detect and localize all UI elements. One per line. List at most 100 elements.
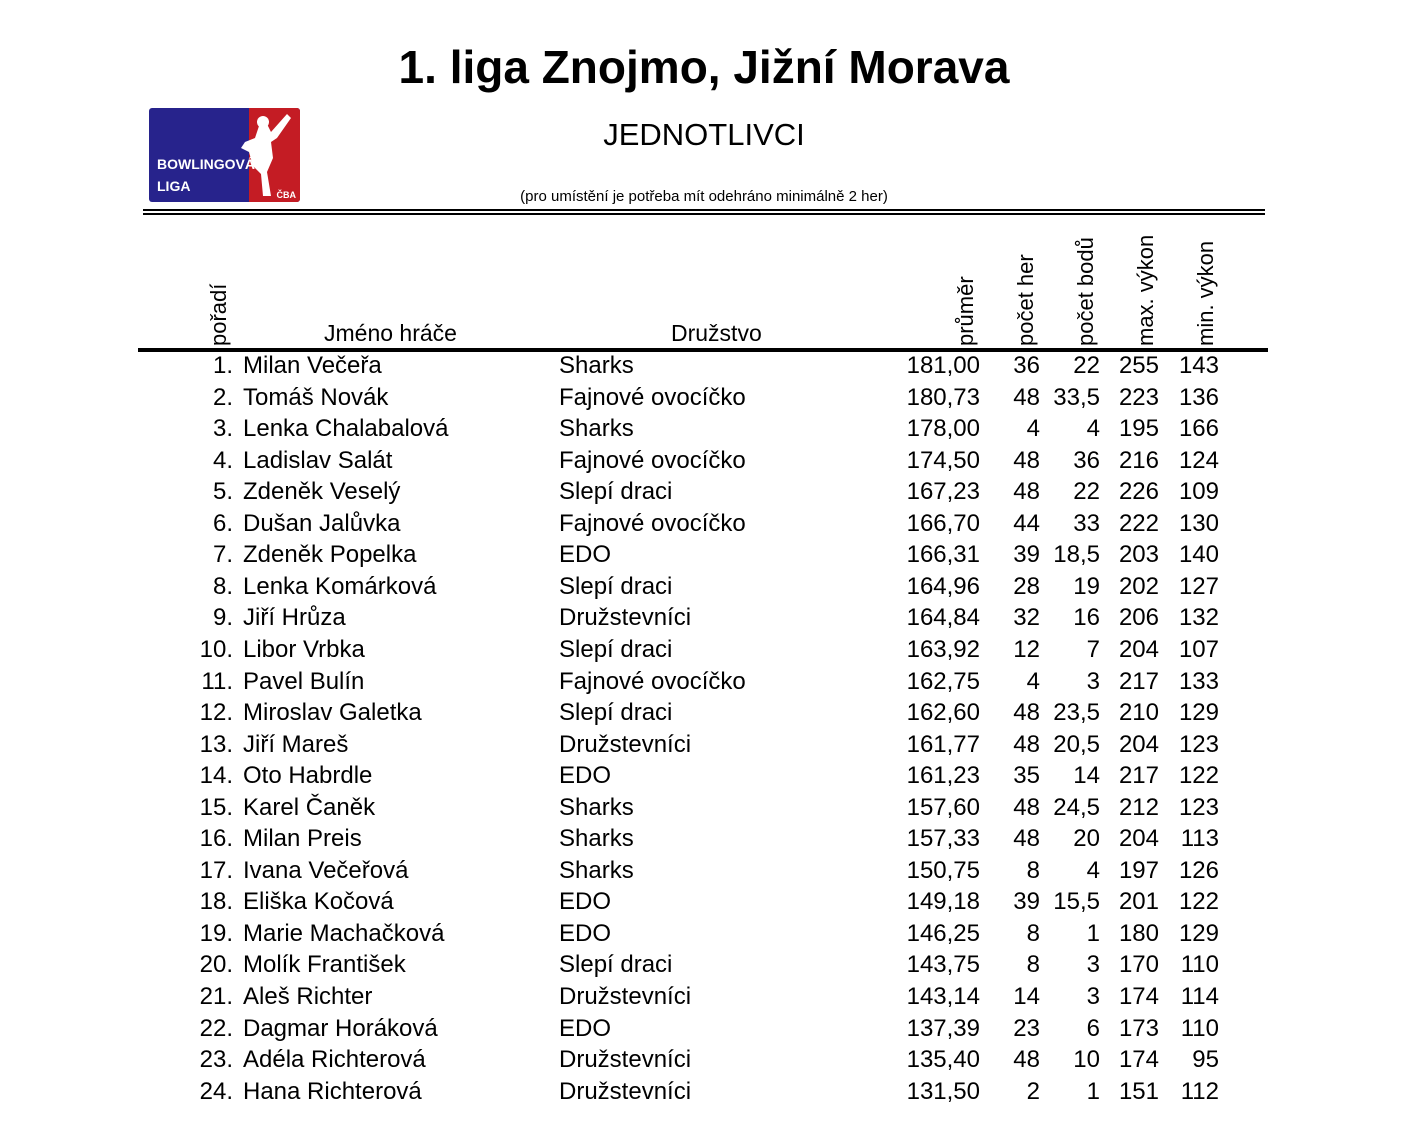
team-cell: Družstevníci [559,604,692,632]
games-cell: 12 [1013,635,1040,663]
rank-cell: 10. [199,635,233,663]
games-cell: 48 [1013,1046,1040,1074]
games-cell: 48 [1013,383,1040,411]
team-cell: Sharks [559,415,634,443]
rank-cell: 1. [212,352,233,379]
games-cell: 23 [1013,1014,1040,1042]
min-score-cell: 107 [1178,635,1219,663]
points-cell: 4 [1086,856,1100,884]
col-header-max: max. výkon [1133,234,1158,346]
games-cell: 44 [1013,509,1040,537]
average-cell: 162,60 [906,699,980,727]
games-cell: 48 [1013,793,1040,821]
rank-cell: 8. [212,572,233,600]
col-header-avg: průměr [953,276,978,346]
average-cell: 157,60 [906,793,980,821]
player-name-cell: Ivana Večeřová [243,856,409,884]
games-cell: 8 [1026,919,1040,947]
col-header-games: počet her [1013,254,1038,346]
player-name-cell: Marie Machačková [243,919,445,947]
average-cell: 166,70 [906,509,980,537]
games-cell: 8 [1026,856,1040,884]
team-cell: Sharks [559,793,634,821]
min-score-cell: 140 [1178,541,1219,569]
points-cell: 20,5 [1053,730,1100,758]
points-cell: 15,5 [1053,888,1100,916]
team-cell: Slepí draci [559,699,673,727]
player-name-cell: Lenka Chalabalová [243,415,449,443]
team-cell: Slepí draci [559,572,673,600]
team-cell: Fajnové ovocíčko [559,383,746,411]
max-score-cell: 212 [1118,793,1159,821]
player-name-cell: Karel Čaněk [243,793,376,821]
rank-cell: 5. [212,478,233,506]
points-cell: 7 [1086,635,1100,663]
player-name-cell: Tomáš Novák [243,383,389,411]
team-cell: Sharks [559,352,634,379]
rank-cell: 2. [212,383,233,411]
player-name-cell: Dagmar Horáková [243,1014,438,1042]
max-score-cell: 222 [1118,509,1159,537]
rank-cell: 16. [199,825,233,853]
min-score-cell: 110 [1180,951,1219,979]
rank-cell: 13. [199,730,233,758]
logo-badge: ČBA [276,190,297,200]
team-cell: Družstevníci [559,983,692,1010]
player-name-cell: Oto Habrdle [243,762,373,790]
player-name-cell: Zdeněk Veselý [243,478,401,506]
team-cell: Fajnové ovocíčko [559,446,746,474]
bowler-silhouette-icon [241,114,291,196]
games-cell: 48 [1013,699,1040,727]
min-score-cell: 127 [1178,572,1219,600]
rank-cell: 14. [199,762,233,790]
player-name-cell: Libor Vrbka [243,635,365,663]
team-cell: EDO [559,762,612,790]
points-cell: 22 [1073,352,1100,379]
average-cell: 174,50 [906,446,980,474]
player-name-cell: Dušan Jalůvka [243,509,401,537]
rank-cell: 12. [199,699,233,727]
player-name-cell: Molík František [243,951,406,979]
rank-cell: 20. [199,951,233,979]
max-score-cell: 206 [1118,604,1159,632]
logo-text: BOWLINGOVÁ LIGA [157,156,255,194]
max-score-cell: 216 [1118,446,1159,474]
col-header-team: Družstvo [671,320,762,346]
player-name-cell: Jiří Mareš [243,730,349,758]
rank-cell: 17. [199,856,233,884]
team-cell: EDO [559,888,612,916]
min-score-cell: 109 [1178,478,1219,506]
games-cell: 48 [1013,478,1040,506]
rank-cell: 6. [212,509,233,537]
header-divider-bottom [143,213,1265,215]
player-name-cell: Milan Preis [243,825,362,853]
rank-cell: 15. [199,793,233,821]
average-cell: 131,50 [906,1077,980,1105]
average-cell: 180,73 [906,383,980,411]
player-name-cell: Aleš Richter [243,983,373,1010]
player-name-cell: Pavel Bulín [243,667,365,695]
points-cell: 3 [1086,667,1100,695]
points-cell: 19 [1073,572,1100,600]
page-title: 1. liga Znojmo, Jižní Morava [398,41,1010,93]
player-name-cell: Milan Večeřa [243,352,382,379]
max-score-cell: 217 [1118,667,1159,695]
average-cell: 150,75 [906,856,980,884]
col-header-min: min. výkon [1193,240,1218,346]
games-cell: 35 [1013,762,1040,790]
min-score-cell: 123 [1178,793,1219,821]
average-cell: 137,39 [906,1014,980,1042]
team-cell: Družstevníci [559,1077,692,1105]
team-cell: Slepí draci [559,951,673,979]
min-score-cell: 112 [1180,1077,1219,1105]
average-cell: 167,23 [906,478,980,506]
max-score-cell: 174 [1118,1046,1159,1074]
player-name-cell: Lenka Komárková [243,572,437,600]
max-score-cell: 204 [1118,825,1159,853]
team-cell: Družstevníci [559,730,692,758]
games-cell: 8 [1026,951,1040,979]
rank-cell: 11. [201,667,233,695]
col-header-points: počet bodů [1073,237,1098,346]
points-cell: 23,5 [1053,699,1100,727]
